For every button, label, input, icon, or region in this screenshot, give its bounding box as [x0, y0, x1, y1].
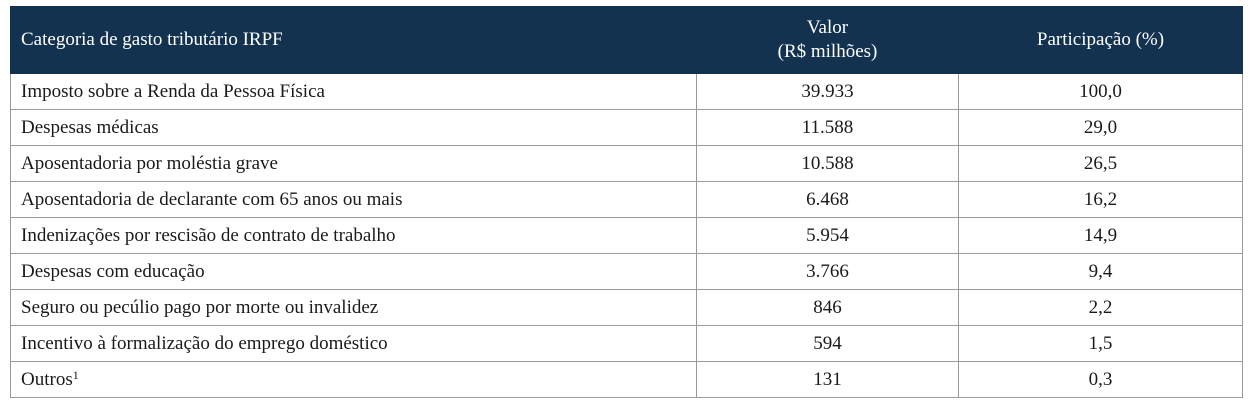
row-category: Seguro ou pecúlio pago por morte ou inva…	[10, 289, 697, 326]
table-row: Outros1 131 0,3	[10, 361, 1243, 398]
table-row: Seguro ou pecúlio pago por morte ou inva…	[10, 289, 1243, 326]
row-share: 0,3	[958, 361, 1243, 398]
table-row: Imposto sobre a Renda da Pessoa Física 3…	[10, 73, 1243, 110]
header-value: Valor (R$ milhões)	[696, 6, 959, 74]
row-category: Despesas médicas	[10, 109, 697, 146]
row-share: 9,4	[958, 253, 1243, 290]
table-row: Aposentadoria de declarante com 65 anos …	[10, 181, 1243, 218]
row-category: Indenizações por rescisão de contrato de…	[10, 217, 697, 254]
row-category: Incentivo à formalização do emprego domé…	[10, 325, 697, 362]
table-row: Despesas com educação 3.766 9,4	[10, 253, 1243, 290]
row-value: 3.766	[696, 253, 959, 290]
header-value-line2: (R$ milhões)	[777, 41, 878, 62]
row-category: Aposentadoria por moléstia grave	[10, 145, 697, 182]
table-row: Incentivo à formalização do emprego domé…	[10, 325, 1243, 362]
row-share: 1,5	[958, 325, 1243, 362]
row-value: 6.468	[696, 181, 959, 218]
table-row: Indenizações por rescisão de contrato de…	[10, 217, 1243, 254]
table-row: Aposentadoria por moléstia grave 10.588 …	[10, 145, 1243, 182]
header-value-line1: Valor	[806, 17, 849, 38]
table-row: Despesas médicas 11.588 29,0	[10, 109, 1243, 146]
row-category: Despesas com educação	[10, 253, 697, 290]
table-body: Imposto sobre a Renda da Pessoa Física 3…	[10, 73, 1243, 398]
row-share: 29,0	[958, 109, 1243, 146]
row-share: 2,2	[958, 289, 1243, 326]
row-value: 39.933	[696, 73, 959, 110]
row-value: 594	[696, 325, 959, 362]
cropped-caption-remnant	[10, 0, 1242, 4]
header-share: Participação (%)	[958, 6, 1243, 74]
row-share: 14,9	[958, 217, 1243, 254]
irpf-tax-expenditure-table: Categoria de gasto tributário IRPF Valor…	[10, 6, 1243, 398]
row-share: 100,0	[958, 73, 1243, 110]
row-value: 10.588	[696, 145, 959, 182]
table-header: Categoria de gasto tributário IRPF Valor…	[10, 6, 1243, 74]
row-category: Aposentadoria de declarante com 65 anos …	[10, 181, 697, 218]
row-category: Imposto sobre a Renda da Pessoa Física	[10, 73, 697, 110]
row-category-label: Outros	[21, 369, 73, 390]
row-value: 131	[696, 361, 959, 398]
footnote-marker: 1	[72, 368, 79, 382]
row-value: 11.588	[696, 109, 959, 146]
row-category: Outros1	[10, 361, 697, 398]
header-category: Categoria de gasto tributário IRPF	[10, 6, 697, 74]
row-share: 16,2	[958, 181, 1243, 218]
row-value: 846	[696, 289, 959, 326]
row-value: 5.954	[696, 217, 959, 254]
row-share: 26,5	[958, 145, 1243, 182]
